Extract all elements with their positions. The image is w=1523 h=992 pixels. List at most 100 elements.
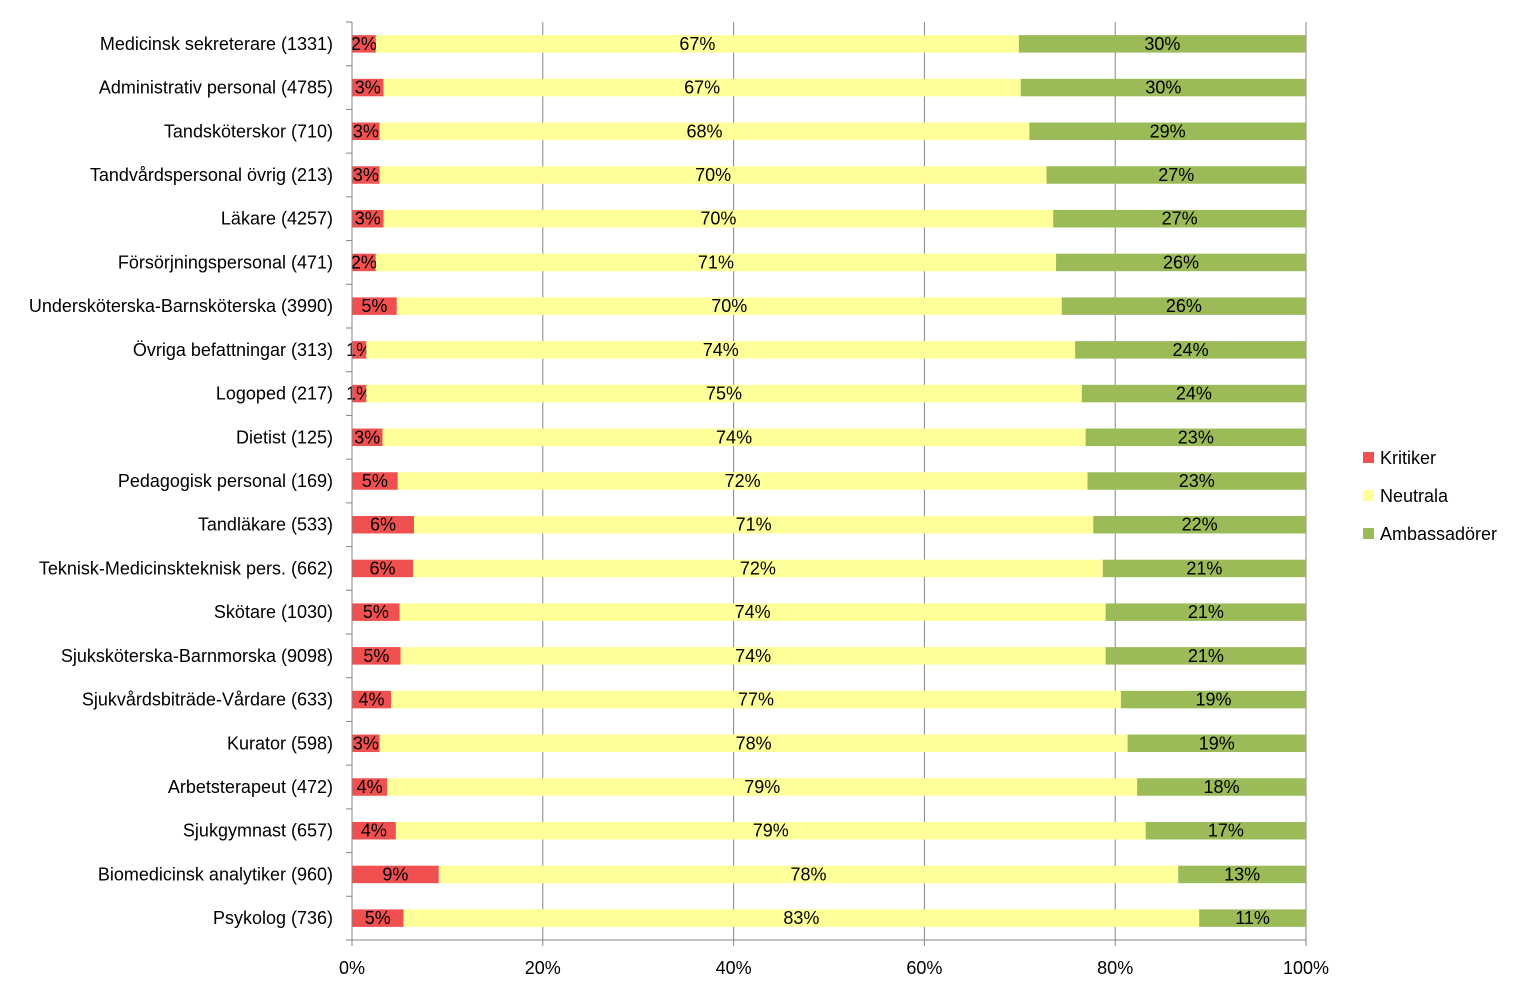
bar-segment [383, 209, 1054, 228]
x-tick-label: 80% [1097, 958, 1133, 978]
bar-segment [1075, 341, 1306, 359]
data-label: 13% [1224, 864, 1260, 884]
data-label: 1% [346, 384, 372, 404]
data-label: 18% [1204, 777, 1240, 797]
data-label: 29% [1150, 121, 1186, 141]
bar-segment [1053, 209, 1306, 228]
data-label: 9% [382, 864, 408, 884]
bar-segment [413, 559, 1103, 578]
data-label: 74% [735, 646, 771, 666]
category-label: Psykolog (736) [213, 908, 333, 928]
legend: Kritiker Neutrala Ambassadörer [1363, 448, 1497, 544]
bar-segment [1127, 734, 1306, 753]
data-label: 3% [353, 165, 379, 185]
x-tick-label: 40% [716, 958, 752, 978]
category-label: Medicinsk sekreterare (1331) [100, 34, 333, 54]
data-label: 77% [738, 690, 774, 710]
data-label: 72% [725, 471, 761, 491]
data-label: 3% [355, 209, 381, 229]
data-label: 27% [1162, 209, 1198, 229]
bar-segment [1145, 821, 1306, 840]
x-tick-label: 0% [339, 958, 365, 978]
category-label: Tandsköterskor (710) [164, 121, 333, 141]
data-label: 3% [353, 733, 379, 753]
bar-segment [383, 78, 1021, 97]
bar-segment [379, 166, 1047, 184]
category-label: Försörjningspersonal (471) [118, 252, 333, 272]
category-label: Administrativ personal (4785) [99, 78, 333, 98]
data-label: 74% [735, 602, 771, 622]
bar-segment [403, 909, 1200, 927]
category-label: Kurator (598) [227, 733, 333, 753]
data-label: 71% [736, 515, 772, 535]
bar-segment [387, 778, 1138, 796]
category-label: Läkare (4257) [221, 209, 333, 229]
data-label: 79% [753, 821, 789, 841]
bar-segment [1137, 778, 1306, 796]
bar-segment [1105, 647, 1306, 665]
data-label: 67% [679, 34, 715, 54]
category-label: Undersköterska-Barnsköterska (3990) [29, 296, 333, 316]
category-label: Biomedicinsk analytiker (960) [98, 864, 333, 884]
bar-segment [1020, 78, 1306, 97]
legend-entry: Neutrala [1380, 486, 1449, 506]
bar-segment [1087, 472, 1306, 490]
bar-segment [395, 821, 1146, 840]
data-label: 79% [744, 777, 780, 797]
bar-segment [352, 690, 392, 709]
bar-segment [397, 472, 1088, 490]
data-label: 83% [783, 908, 819, 928]
legend-swatch [1363, 452, 1374, 463]
data-label: 23% [1179, 471, 1215, 491]
data-label: 5% [363, 602, 389, 622]
data-label: 4% [361, 821, 387, 841]
x-tick-label: 20% [525, 958, 561, 978]
data-label: 5% [362, 471, 388, 491]
bar-segment [391, 690, 1121, 709]
data-label: 24% [1176, 384, 1212, 404]
x-tick-label: 60% [906, 958, 942, 978]
bar-segment [352, 865, 439, 884]
data-label: 22% [1182, 515, 1218, 535]
data-label: 6% [370, 515, 396, 535]
data-label: 2% [351, 252, 377, 272]
category-label: Tandläkare (533) [198, 515, 333, 535]
data-label: 30% [1145, 78, 1181, 98]
data-label: 3% [353, 121, 379, 141]
data-label: 78% [736, 733, 772, 753]
bar-segment [1056, 253, 1306, 272]
category-label: Tandvårdspersonal övrig (213) [90, 165, 333, 185]
legend-entry: Kritiker [1380, 448, 1436, 468]
data-label: 21% [1186, 558, 1222, 578]
bar-segment [352, 778, 388, 796]
category-label: Arbetsterapeut (472) [168, 777, 333, 797]
data-label: 30% [1144, 34, 1180, 54]
axes: 0% 20% 40% 60% 80% 100% Medicinsk sekreterare … [29, 21, 1329, 978]
bar-segment [352, 166, 380, 184]
bar-segment [399, 603, 1106, 621]
bar-segment [352, 472, 398, 490]
category-label: Sjukvårdsbiträde-Vårdare (633) [82, 690, 333, 710]
bar-segment [352, 909, 404, 927]
bar-segment [379, 122, 1030, 141]
bar-segment [1085, 428, 1306, 447]
bar-segment [438, 865, 1179, 884]
bar-segment [366, 384, 1082, 403]
bar-segment [352, 734, 380, 753]
data-label: 2% [351, 34, 377, 54]
data-label: 26% [1163, 252, 1199, 272]
data-label: 67% [684, 78, 720, 98]
bar-segment [396, 297, 1062, 315]
data-label: 5% [365, 908, 391, 928]
data-label: 71% [698, 252, 734, 272]
data-label: 74% [716, 427, 752, 447]
category-label: Pedagogisk personal (169) [118, 471, 333, 491]
data-label: 19% [1195, 690, 1231, 710]
bar-segment [1093, 515, 1306, 534]
data-label: 70% [711, 296, 747, 316]
data-label: 5% [363, 646, 389, 666]
data-label: 26% [1166, 296, 1202, 316]
data-label: 6% [370, 558, 396, 578]
data-label: 72% [740, 558, 776, 578]
bar-segment [352, 122, 380, 141]
